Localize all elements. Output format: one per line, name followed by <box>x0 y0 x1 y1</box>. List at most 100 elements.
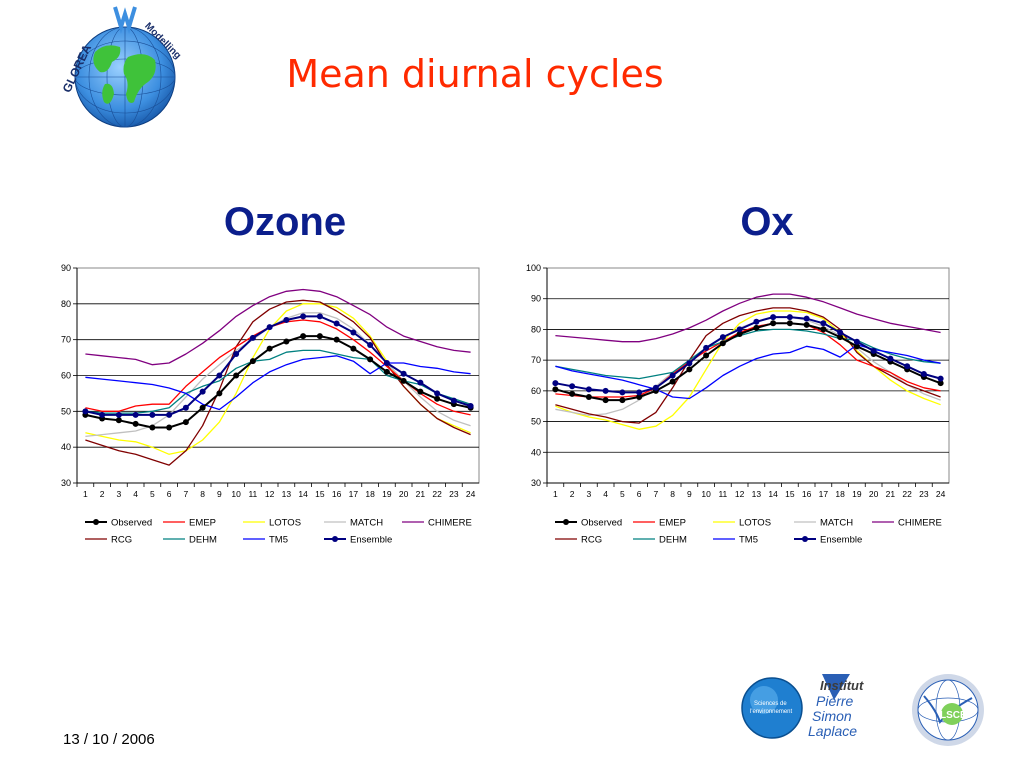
ox-series-observed-point <box>853 343 860 350</box>
ox-ytick-label: 50 <box>531 417 541 427</box>
ozone-xtick-label: 10 <box>231 489 241 499</box>
ox-series-chimere-line <box>555 293 941 343</box>
ox-legend-tm5-label: TM5 <box>739 535 758 546</box>
ozone-series-observed-point <box>367 356 374 363</box>
ozone-ytick-label: 50 <box>61 406 71 416</box>
logo-m-icon <box>113 6 137 34</box>
ox-series-ensemble-point <box>870 347 877 354</box>
ox-series-ensemble-point <box>770 314 777 321</box>
ozone-series-observed-point <box>434 395 441 402</box>
ox-xtick-label: 20 <box>869 489 879 499</box>
ozone-xtick-label: 11 <box>248 489 257 499</box>
ox-xtick-label: 15 <box>785 489 795 499</box>
ox-legend-ensemble-label: Ensemble <box>820 535 862 546</box>
ozone-xtick-label: 12 <box>265 489 275 499</box>
ox-xtick-label: 10 <box>701 489 711 499</box>
ox-series-ensemble-point <box>786 314 793 321</box>
ox-legend-match-label: MATCH <box>820 518 853 529</box>
ox-series-ensemble-point <box>719 334 726 341</box>
ox-xtick-label: 16 <box>802 489 812 499</box>
ipsl-logo: Institut Pierre Simon Laplace <box>808 674 864 739</box>
ox-xtick-label: 21 <box>886 489 896 499</box>
ox-series-ensemble-point <box>837 329 844 336</box>
ox-ytick-label: 60 <box>531 386 541 396</box>
ozone-series-ensemble-point <box>400 370 407 377</box>
ox-legend-rcg-label: RCG <box>581 535 602 546</box>
ozone-series-ensemble-point <box>216 372 223 379</box>
ozone-chart-title: Ozone <box>223 200 347 244</box>
ox-series-observed-point <box>753 324 760 331</box>
ozone-xtick-label: 13 <box>282 489 292 499</box>
ox-ytick-label: 30 <box>531 478 541 488</box>
ox-series-observed-point <box>585 394 592 400</box>
ozone-series-ensemble-point <box>467 402 474 409</box>
ox-xtick-label: 11 <box>718 489 727 499</box>
ox-xtick-label: 2 <box>570 489 575 499</box>
ox-xtick-label: 18 <box>835 489 845 499</box>
ozone-legend-match-label: MATCH <box>350 518 383 529</box>
ox-series-ensemble-point <box>652 384 659 391</box>
ox-series-ensemble-point <box>669 372 676 379</box>
ox-series-ensemble-point <box>585 386 592 393</box>
ox-series-ensemble-point <box>803 315 810 322</box>
ozone-xtick-label: 17 <box>349 489 359 499</box>
ox-legend-chimere-label: CHIMERE <box>898 518 942 529</box>
ox-xtick-label: 24 <box>936 489 946 499</box>
ozone-legend-observed-marker <box>93 519 99 525</box>
ox-series-ensemble-point <box>703 344 710 351</box>
ozone-legend-dehm-label: DEHM <box>189 535 217 546</box>
ipsl-pierre: Pierre <box>816 693 854 709</box>
ox-xtick-label: 14 <box>768 489 778 499</box>
ox-series-observed-point <box>937 380 944 387</box>
ox-plot-area <box>546 267 950 484</box>
ozone-xtick-label: 21 <box>416 489 426 499</box>
ozone-series-observed-point <box>400 377 407 384</box>
ox-xtick-label: 12 <box>735 489 745 499</box>
footer-date: 13 / 10 / 2006 <box>63 731 155 748</box>
ox-series-observed-point <box>703 352 710 359</box>
sciences-environnement-logo: Sciences de l'environnement <box>741 677 803 739</box>
ox-xtick-label: 19 <box>852 489 862 499</box>
ozone-series-ensemble-point <box>199 388 206 395</box>
ozone-legend-observed-label: Observed <box>111 518 152 529</box>
ox-series-observed-point <box>602 397 609 404</box>
ozone-series-ensemble-point <box>417 379 424 386</box>
ozone-legend-lotos-label: LOTOS <box>269 518 301 529</box>
ox-chart-title: Ox <box>740 200 794 244</box>
ozone-series-observed-point <box>233 372 240 379</box>
ozone-ytick-label: 40 <box>61 442 71 452</box>
ozone-series-ensemble-point <box>266 324 273 331</box>
ozone-series-observed-point <box>300 333 307 340</box>
ox-xtick-label: 9 <box>687 489 692 499</box>
lsce-logo: LSCE <box>912 674 984 746</box>
ox-series-ensemble-point <box>686 360 693 367</box>
ox-legend-observed-marker <box>563 519 569 525</box>
ox-xtick-label: 22 <box>902 489 912 499</box>
ipsl-laplace: Laplace <box>808 723 857 739</box>
ox-series-ensemble-point <box>736 326 743 333</box>
ozone-xtick-label: 9 <box>217 489 222 499</box>
ox-ytick-label: 80 <box>531 324 541 334</box>
ozone-legend-ensemble-label: Ensemble <box>350 535 392 546</box>
ozone-series-ensemble-point <box>450 397 457 404</box>
ozone-xtick-label: 7 <box>184 489 189 499</box>
ozone-series-ensemble-point <box>233 351 240 357</box>
ozone-ytick-label: 80 <box>61 299 71 309</box>
ozone-xtick-label: 15 <box>315 489 325 499</box>
ozone-series-ensemble-point <box>434 390 441 397</box>
ozone-xtick-label: 22 <box>432 489 442 499</box>
ox-series-observed-point <box>569 390 576 397</box>
ox-series-observed-point <box>770 320 777 327</box>
ox-xtick-label: 1 <box>553 489 558 499</box>
ozone-series-ensemble-point <box>115 411 122 418</box>
ozone-series-ensemble-point <box>132 411 139 418</box>
ozone-ytick-label: 60 <box>61 371 71 381</box>
ox-xtick-label: 23 <box>919 489 929 499</box>
ox-series-observed-point <box>786 320 793 327</box>
ozone-series-observed-point <box>182 419 189 426</box>
ozone-xtick-label: 8 <box>200 489 205 499</box>
ox-series-emep-line <box>555 322 941 398</box>
ozone-series-ensemble-point <box>316 313 323 320</box>
